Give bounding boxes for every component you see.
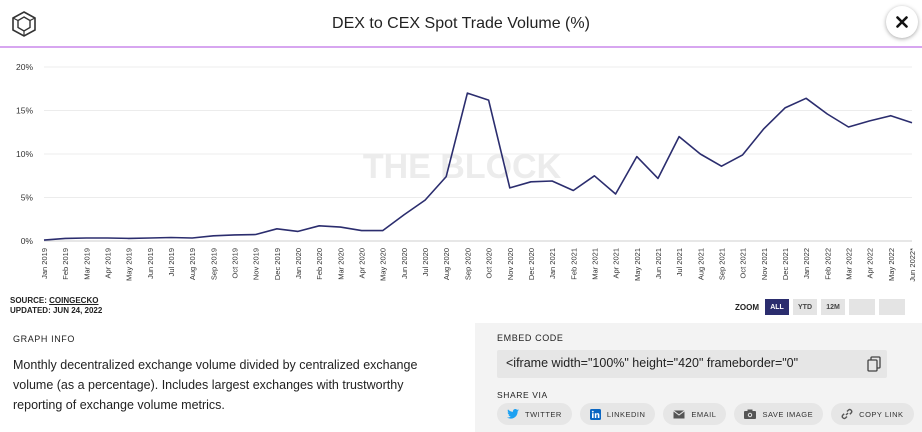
x-tick-label: Jul 2020 — [421, 248, 430, 276]
graph-info-panel — [0, 323, 475, 432]
cube-logo-icon — [12, 11, 36, 37]
linkedin-label: LINKEDIN — [606, 409, 646, 419]
zoom-blank-button[interactable] — [879, 299, 905, 315]
twitter-share-button[interactable]: TWITTER — [497, 403, 572, 425]
copy-link-button[interactable]: COPY LINK — [831, 403, 914, 425]
x-tick-label: Nov 2019 — [252, 248, 261, 280]
source-label: SOURCE: — [10, 296, 47, 305]
zoom-controls: ZOOM ALL YTD 12M — [735, 299, 905, 315]
x-tick-label: Aug 2020 — [442, 248, 451, 280]
x-tick-label: Oct 2020 — [485, 248, 494, 278]
x-tick-label: Sep 2021 — [717, 248, 726, 280]
x-tick-label: Sep 2019 — [209, 248, 218, 280]
x-tick-label: Mar 2020 — [336, 248, 345, 280]
email-share-button[interactable]: EMAIL — [663, 403, 727, 425]
x-tick-label: Feb 2021 — [569, 248, 578, 280]
x-tick-label: Jan 2022 — [802, 248, 811, 279]
x-tick-label: Nov 2020 — [506, 248, 515, 280]
close-icon — [896, 16, 908, 28]
chart-header: DEX to CEX Spot Trade Volume (%) — [0, 0, 922, 48]
x-tick-label: Aug 2019 — [188, 248, 197, 280]
source-link[interactable]: COINGECKO — [49, 296, 99, 305]
x-tick-label: May 2020 — [379, 248, 388, 281]
graph-info-title: GRAPH INFO — [13, 334, 76, 344]
chart-title: DEX to CEX Spot Trade Volume (%) — [332, 15, 590, 32]
y-axis-ticks: 0% 5% 10% 15% 20% — [16, 62, 33, 246]
x-tick-label: Jun 2021 — [654, 248, 663, 279]
share-via-title: SHARE VIA — [497, 390, 548, 400]
x-tick-label: May 2019 — [125, 248, 134, 281]
link-icon — [841, 408, 853, 420]
close-button[interactable] — [886, 6, 918, 38]
save-image-label: SAVE IMAGE — [762, 409, 814, 419]
linkedin-icon — [589, 408, 601, 420]
x-tick-label: Feb 2022 — [823, 248, 832, 280]
x-tick-label: Jan 2019 — [40, 248, 49, 279]
x-tick-label: Jun 2019 — [146, 248, 155, 279]
x-tick-label: May 2022 — [887, 248, 896, 281]
y-tick-label: 15% — [16, 106, 33, 116]
x-tick-label: Apr 2021 — [612, 248, 621, 278]
copy-icon[interactable] — [867, 356, 881, 372]
y-tick-label: 0% — [21, 236, 34, 246]
y-tick-label: 20% — [16, 62, 33, 72]
x-tick-label: May 2021 — [633, 248, 642, 281]
embed-code-text[interactable]: <iframe width="100%" height="420" frameb… — [506, 356, 799, 370]
x-tick-label: Feb 2019 — [61, 248, 70, 280]
y-tick-label: 5% — [21, 193, 34, 203]
x-tick-label: Jun 2020 — [400, 248, 409, 279]
x-tick-label: Apr 2022 — [866, 248, 875, 278]
watermark: THE BLOCK — [363, 148, 562, 186]
zoom-all-button[interactable]: ALL — [765, 299, 789, 315]
linkedin-share-button[interactable]: LINKEDIN — [579, 403, 656, 425]
email-icon — [673, 409, 686, 418]
zoom-label: ZOOM — [735, 302, 759, 312]
embed-code-box[interactable]: <iframe width="100%" height="420" frameb… — [497, 350, 887, 378]
x-tick-label: Apr 2020 — [358, 248, 367, 278]
email-label: EMAIL — [691, 409, 717, 419]
twitter-icon — [507, 409, 519, 419]
share-buttons: TWITTER LINKEDIN EMAIL SAVE IMAGE COPY L… — [497, 403, 914, 425]
series-line — [43, 92, 913, 241]
graph-info-text: Monthly decentralized exchange volume di… — [13, 358, 418, 412]
copy-link-label: COPY LINK — [859, 409, 904, 419]
y-tick-label: 10% — [16, 149, 33, 159]
x-tick-label: Oct 2021 — [739, 248, 748, 278]
x-tick-label: Jul 2019 — [167, 248, 176, 276]
x-tick-label: Dec 2021 — [781, 248, 790, 280]
x-tick-label: Jan 2021 — [548, 248, 557, 279]
x-tick-label: Oct 2019 — [231, 248, 240, 278]
x-tick-label: Jun 2022* — [908, 248, 917, 282]
x-tick-label: Dec 2020 — [527, 248, 536, 280]
x-tick-label: Mar 2022 — [844, 248, 853, 280]
x-tick-label: Mar 2021 — [590, 248, 599, 280]
zoom-ytd-button[interactable]: YTD — [793, 299, 817, 315]
x-tick-label: Dec 2019 — [273, 248, 282, 280]
source-info: SOURCE: COINGECKO UPDATED: JUN 24, 2022 — [10, 296, 102, 316]
x-tick-label: Mar 2019 — [82, 248, 91, 280]
embed-code-title: EMBED CODE — [497, 333, 564, 343]
grid-lines — [44, 66, 912, 242]
camera-icon — [744, 409, 757, 419]
x-tick-label: Feb 2020 — [315, 248, 324, 280]
x-tick-label: Jan 2020 — [294, 248, 303, 279]
x-tick-label: Apr 2019 — [104, 248, 113, 278]
save-image-button[interactable]: SAVE IMAGE — [734, 403, 824, 425]
twitter-label: TWITTER — [525, 409, 562, 419]
x-tick-label: Jul 2021 — [675, 248, 684, 276]
x-axis-ticks: Jan 2019 Feb 2019 Mar 2019 Apr 2019 May 2019… — [40, 248, 917, 282]
zoom-blank-button[interactable] — [849, 299, 875, 315]
line-chart: 0% 5% 10% 15% 20% THE BLOCK Jan 2019 Feb 2019… — [16, 62, 917, 282]
x-tick-label: Sep 2020 — [463, 248, 472, 280]
x-tick-label: Aug 2021 — [696, 248, 705, 280]
zoom-12m-button[interactable]: 12M — [821, 299, 845, 315]
updated-date: UPDATED: JUN 24, 2022 — [10, 306, 103, 315]
x-tick-label: Nov 2021 — [760, 248, 769, 280]
